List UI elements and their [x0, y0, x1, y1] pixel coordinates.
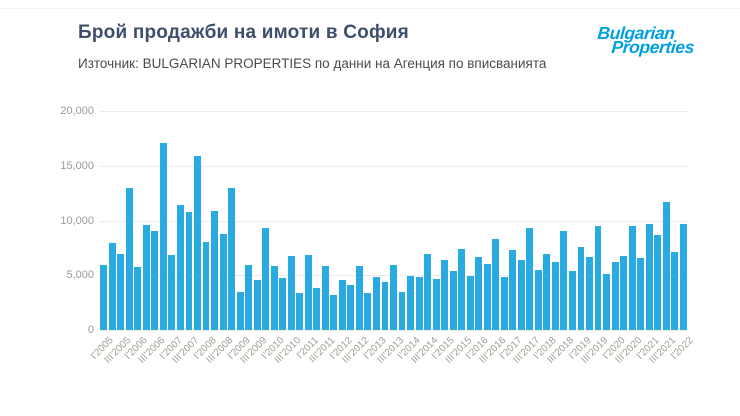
bar-IV'2005 — [125, 188, 133, 330]
bar-IV'2014 — [432, 278, 440, 330]
bar-II'2020 — [620, 255, 628, 330]
bar-I'2011 — [304, 255, 312, 330]
bar-II'2011 — [313, 288, 321, 330]
bar-I'2019 — [577, 246, 585, 330]
page-title: Брой продажби на имоти в София — [78, 22, 409, 43]
y-axis-label: 0 — [87, 324, 94, 336]
bar-III'2017 — [526, 228, 534, 330]
bar-IV'2019 — [603, 274, 610, 330]
gridline-0 — [100, 330, 688, 331]
bar-II'2016 — [483, 264, 491, 330]
bar-I'2007 — [168, 255, 176, 330]
bar-I'2014 — [407, 275, 414, 330]
bar-III'2009 — [253, 279, 261, 330]
bar-II'2005 — [108, 242, 116, 330]
bar-III'2020 — [628, 225, 636, 330]
bar-IV'2016 — [500, 276, 508, 330]
bar-I'2008 — [202, 242, 210, 330]
y-axis-label: 10,000 — [60, 214, 94, 227]
bar-II'2021 — [654, 234, 662, 330]
bar-III'2019 — [594, 225, 602, 330]
bar-II'2010 — [279, 278, 287, 330]
bar-II'2009 — [245, 265, 253, 330]
bulgarian-properties-logo: Bulgarian Properties — [596, 23, 696, 57]
bar-III'2021 — [662, 202, 670, 330]
bar-chart-plot-area: 0 5,000 10,000 15,000 20,000 I'2005 III'2005 I'… — [60, 105, 695, 366]
bar-I'2009 — [236, 291, 244, 330]
bar-II'2018 — [551, 261, 559, 330]
bar-IV'2006 — [159, 142, 167, 330]
bar-IV'2020 — [637, 258, 645, 330]
bar-I'2010 — [270, 265, 278, 330]
bar-IV'2021 — [671, 251, 679, 330]
bar-I'2012 — [338, 280, 346, 330]
logo-line-2: Properties — [610, 37, 695, 57]
bar-II'2015 — [449, 270, 457, 330]
bar-I'2017 — [509, 250, 517, 330]
bar-I'2005 — [100, 265, 108, 330]
bar-I'2020 — [611, 261, 619, 330]
bar-II'2008 — [211, 211, 218, 330]
bar-III'2011 — [321, 265, 329, 330]
bar-III'2006 — [151, 231, 159, 330]
bar-I'2013 — [372, 276, 380, 330]
card-top-edge — [0, 8, 740, 9]
bar-II'2007 — [176, 205, 184, 330]
bar-IV'2018 — [568, 270, 576, 330]
bar-I'2018 — [543, 253, 551, 330]
bar-III'2012 — [355, 265, 363, 330]
y-axis-label: 20,000 — [60, 105, 94, 117]
bar-I'2016 — [475, 256, 483, 330]
bar-I'2022 — [679, 224, 687, 330]
bar-IV'2017 — [534, 269, 542, 330]
bar-IV'2013 — [398, 291, 406, 330]
bar-III'2013 — [390, 264, 397, 330]
bar-III'2015 — [458, 248, 466, 330]
bar-III'2005 — [117, 254, 125, 330]
page-subtitle: Източник: BULGARIAN PROPERTIES по данни … — [78, 56, 547, 71]
bar-IV'2015 — [466, 275, 474, 330]
bar-III'2007 — [185, 212, 193, 330]
bar-III'2008 — [219, 233, 227, 330]
bar-I'2006 — [134, 267, 142, 330]
bar-IV'2010 — [296, 292, 304, 330]
bar-IV'2012 — [364, 293, 372, 330]
bar-IV'2007 — [194, 155, 201, 330]
gridline-10000 — [100, 220, 688, 222]
bar-IV'2011 — [330, 294, 338, 330]
bar-III'2014 — [424, 254, 432, 330]
bar-II'2019 — [586, 256, 593, 330]
y-axis-label: 15,000 — [60, 159, 94, 172]
bar-III'2018 — [560, 231, 568, 330]
gridline-20000 — [100, 111, 688, 112]
bar-I'2015 — [441, 259, 449, 330]
bar-IV'2009 — [262, 227, 270, 330]
bar-IV'2008 — [228, 187, 236, 330]
bar-I'2021 — [645, 223, 653, 330]
bar-II'2006 — [142, 225, 150, 330]
bar-II'2012 — [347, 285, 355, 330]
bar-II'2014 — [415, 276, 423, 330]
bar-III'2010 — [287, 256, 295, 330]
gridline-15000 — [100, 165, 688, 167]
bar-III'2016 — [492, 239, 500, 330]
bar-II'2013 — [381, 281, 389, 330]
bar-II'2017 — [517, 260, 525, 330]
y-axis-label: 5,000 — [66, 269, 94, 282]
